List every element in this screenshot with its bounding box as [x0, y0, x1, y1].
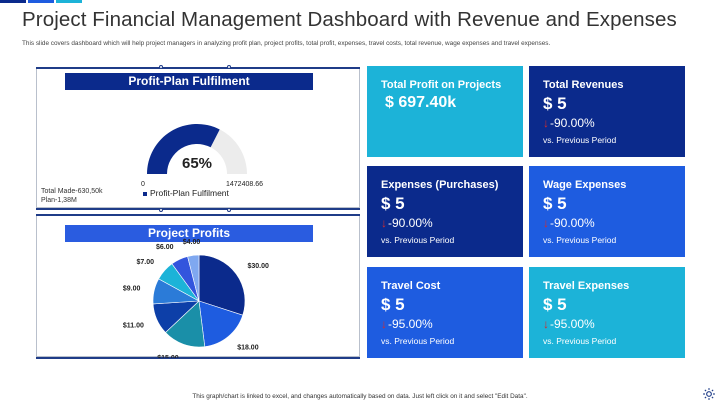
- accent-segment: [56, 0, 82, 3]
- total-revenues-label: Total Revenues: [543, 79, 624, 91]
- total-revenues-card[interactable]: Total Revenues $ 5 ↓-90.00% vs. Previous…: [529, 66, 685, 157]
- resize-handle[interactable]: [227, 65, 231, 69]
- travel-expenses-label: Travel Expenses: [543, 280, 630, 292]
- change-value: -95.00%: [550, 317, 595, 331]
- footer-note: This graph/chart is linked to excel, and…: [192, 393, 528, 400]
- pie-slice: [198, 300, 244, 347]
- arrow-down-icon: ↓: [381, 216, 387, 230]
- profit-plan-gauge: [147, 124, 247, 174]
- resize-handle[interactable]: [159, 65, 163, 69]
- page-subtitle: This slide covers dashboard which will h…: [22, 40, 551, 47]
- wage-expenses-note: vs. Previous Period: [543, 235, 617, 245]
- pie-data-label: $18.00: [237, 345, 259, 352]
- change-value: -90.00%: [388, 216, 433, 230]
- wage-expenses-label: Wage Expenses: [543, 179, 627, 191]
- gear-icon[interactable]: [702, 387, 716, 401]
- total-profit-value: $ 697.40k: [385, 94, 457, 111]
- arrow-down-icon: ↓: [543, 216, 549, 230]
- gauge-fill: [147, 124, 220, 174]
- top-accent-bar: [0, 0, 84, 3]
- page-title: Project Financial Management Dashboard w…: [22, 8, 677, 31]
- change-value: -90.00%: [550, 216, 595, 230]
- travel-expenses-value: $ 5: [543, 295, 567, 314]
- pie-data-label: $7.00: [136, 259, 154, 266]
- pie-data-label: $11.00: [123, 322, 144, 329]
- gauge-percent-label: 65%: [182, 155, 213, 172]
- legend-swatch: [143, 191, 147, 196]
- panel-bottom-line: [36, 357, 360, 359]
- expenses-change: ↓-90.00%: [381, 216, 433, 230]
- panel-bottom-line: [36, 208, 360, 210]
- legend-label: Profit-Plan Fulfilment: [150, 188, 229, 198]
- pie-data-label: $6.00: [156, 244, 174, 251]
- change-value: -90.00%: [550, 116, 595, 130]
- project-profits-pie: $30.00 $18.00 $15.00 $11.00 $9.00 $7.00 $6.00 $…: [123, 239, 270, 358]
- total-profit-card[interactable]: Total Profit on Projects $ 697.40k: [367, 66, 523, 157]
- total-profit-label: Total Profit on Projects: [381, 79, 502, 91]
- travel-expenses-note: vs. Previous Period: [543, 336, 617, 346]
- resize-handle[interactable]: [159, 208, 163, 212]
- profit-plan-panel[interactable]: Profit-Plan Fulfilment 65% 0 1472408.66 …: [36, 65, 360, 212]
- total-revenues-change: ↓-90.00%: [543, 116, 595, 130]
- panel-top-line: [36, 214, 360, 216]
- travel-expenses-card[interactable]: Travel Expenses $ 5 ↓-95.00% vs. Previou…: [529, 267, 685, 358]
- travel-cost-change: ↓-95.00%: [381, 317, 433, 331]
- total-made-value: Total Made-630,50k: [41, 188, 103, 195]
- travel-cost-note: vs. Previous Period: [381, 336, 455, 346]
- wage-expenses-card[interactable]: Wage Expenses $ 5 ↓-90.00% vs. Previous …: [529, 166, 685, 257]
- gauge-max-label: 1472408.66: [226, 181, 263, 188]
- change-value: -95.00%: [388, 317, 433, 331]
- arrow-down-icon: ↓: [543, 116, 549, 130]
- pie-slice: [198, 254, 246, 316]
- pie-slice: [187, 254, 200, 302]
- expenses-card[interactable]: Expenses (Purchases) $ 5 ↓-90.00% vs. Pr…: [367, 166, 523, 257]
- pie-data-label: $9.00: [123, 285, 141, 292]
- plan-value: Plan-1,38M: [41, 197, 77, 204]
- wage-expenses-value: $ 5: [543, 194, 567, 213]
- expenses-note: vs. Previous Period: [381, 235, 455, 245]
- travel-expenses-change: ↓-95.00%: [543, 317, 595, 331]
- panel-top-line: [36, 67, 360, 69]
- total-revenues-note: vs. Previous Period: [543, 135, 617, 145]
- gauge-legend: Profit-Plan Fulfilment: [143, 188, 229, 198]
- travel-cost-value: $ 5: [381, 295, 405, 314]
- pie-data-label: $15.00: [157, 355, 179, 358]
- project-profits-heading: Project Profits: [65, 225, 313, 242]
- arrow-down-icon: ↓: [381, 317, 387, 331]
- total-made-text: Total Made-630,50k Plan-1,38M: [41, 187, 102, 205]
- accent-segment: [28, 0, 54, 3]
- accent-segment: [0, 0, 26, 3]
- pie-data-label: $4.00: [183, 239, 201, 246]
- total-revenues-value: $ 5: [543, 94, 567, 113]
- pie-data-label: $30.00: [248, 263, 270, 270]
- travel-cost-label: Travel Cost: [381, 280, 441, 292]
- travel-cost-card[interactable]: Travel Cost $ 5 ↓-95.00% vs. Previous Pe…: [367, 267, 523, 358]
- profit-plan-heading: Profit-Plan Fulfilment: [65, 73, 313, 90]
- arrow-down-icon: ↓: [543, 317, 549, 331]
- expenses-value: $ 5: [381, 194, 405, 213]
- expenses-label: Expenses (Purchases): [381, 179, 499, 191]
- resize-handle[interactable]: [227, 208, 231, 212]
- wage-expenses-change: ↓-90.00%: [543, 216, 595, 230]
- gauge-min-label: 0: [141, 181, 145, 188]
- project-profits-panel[interactable]: Project Profits $30.00 $18.00 $15.00 $11.00…: [36, 214, 360, 359]
